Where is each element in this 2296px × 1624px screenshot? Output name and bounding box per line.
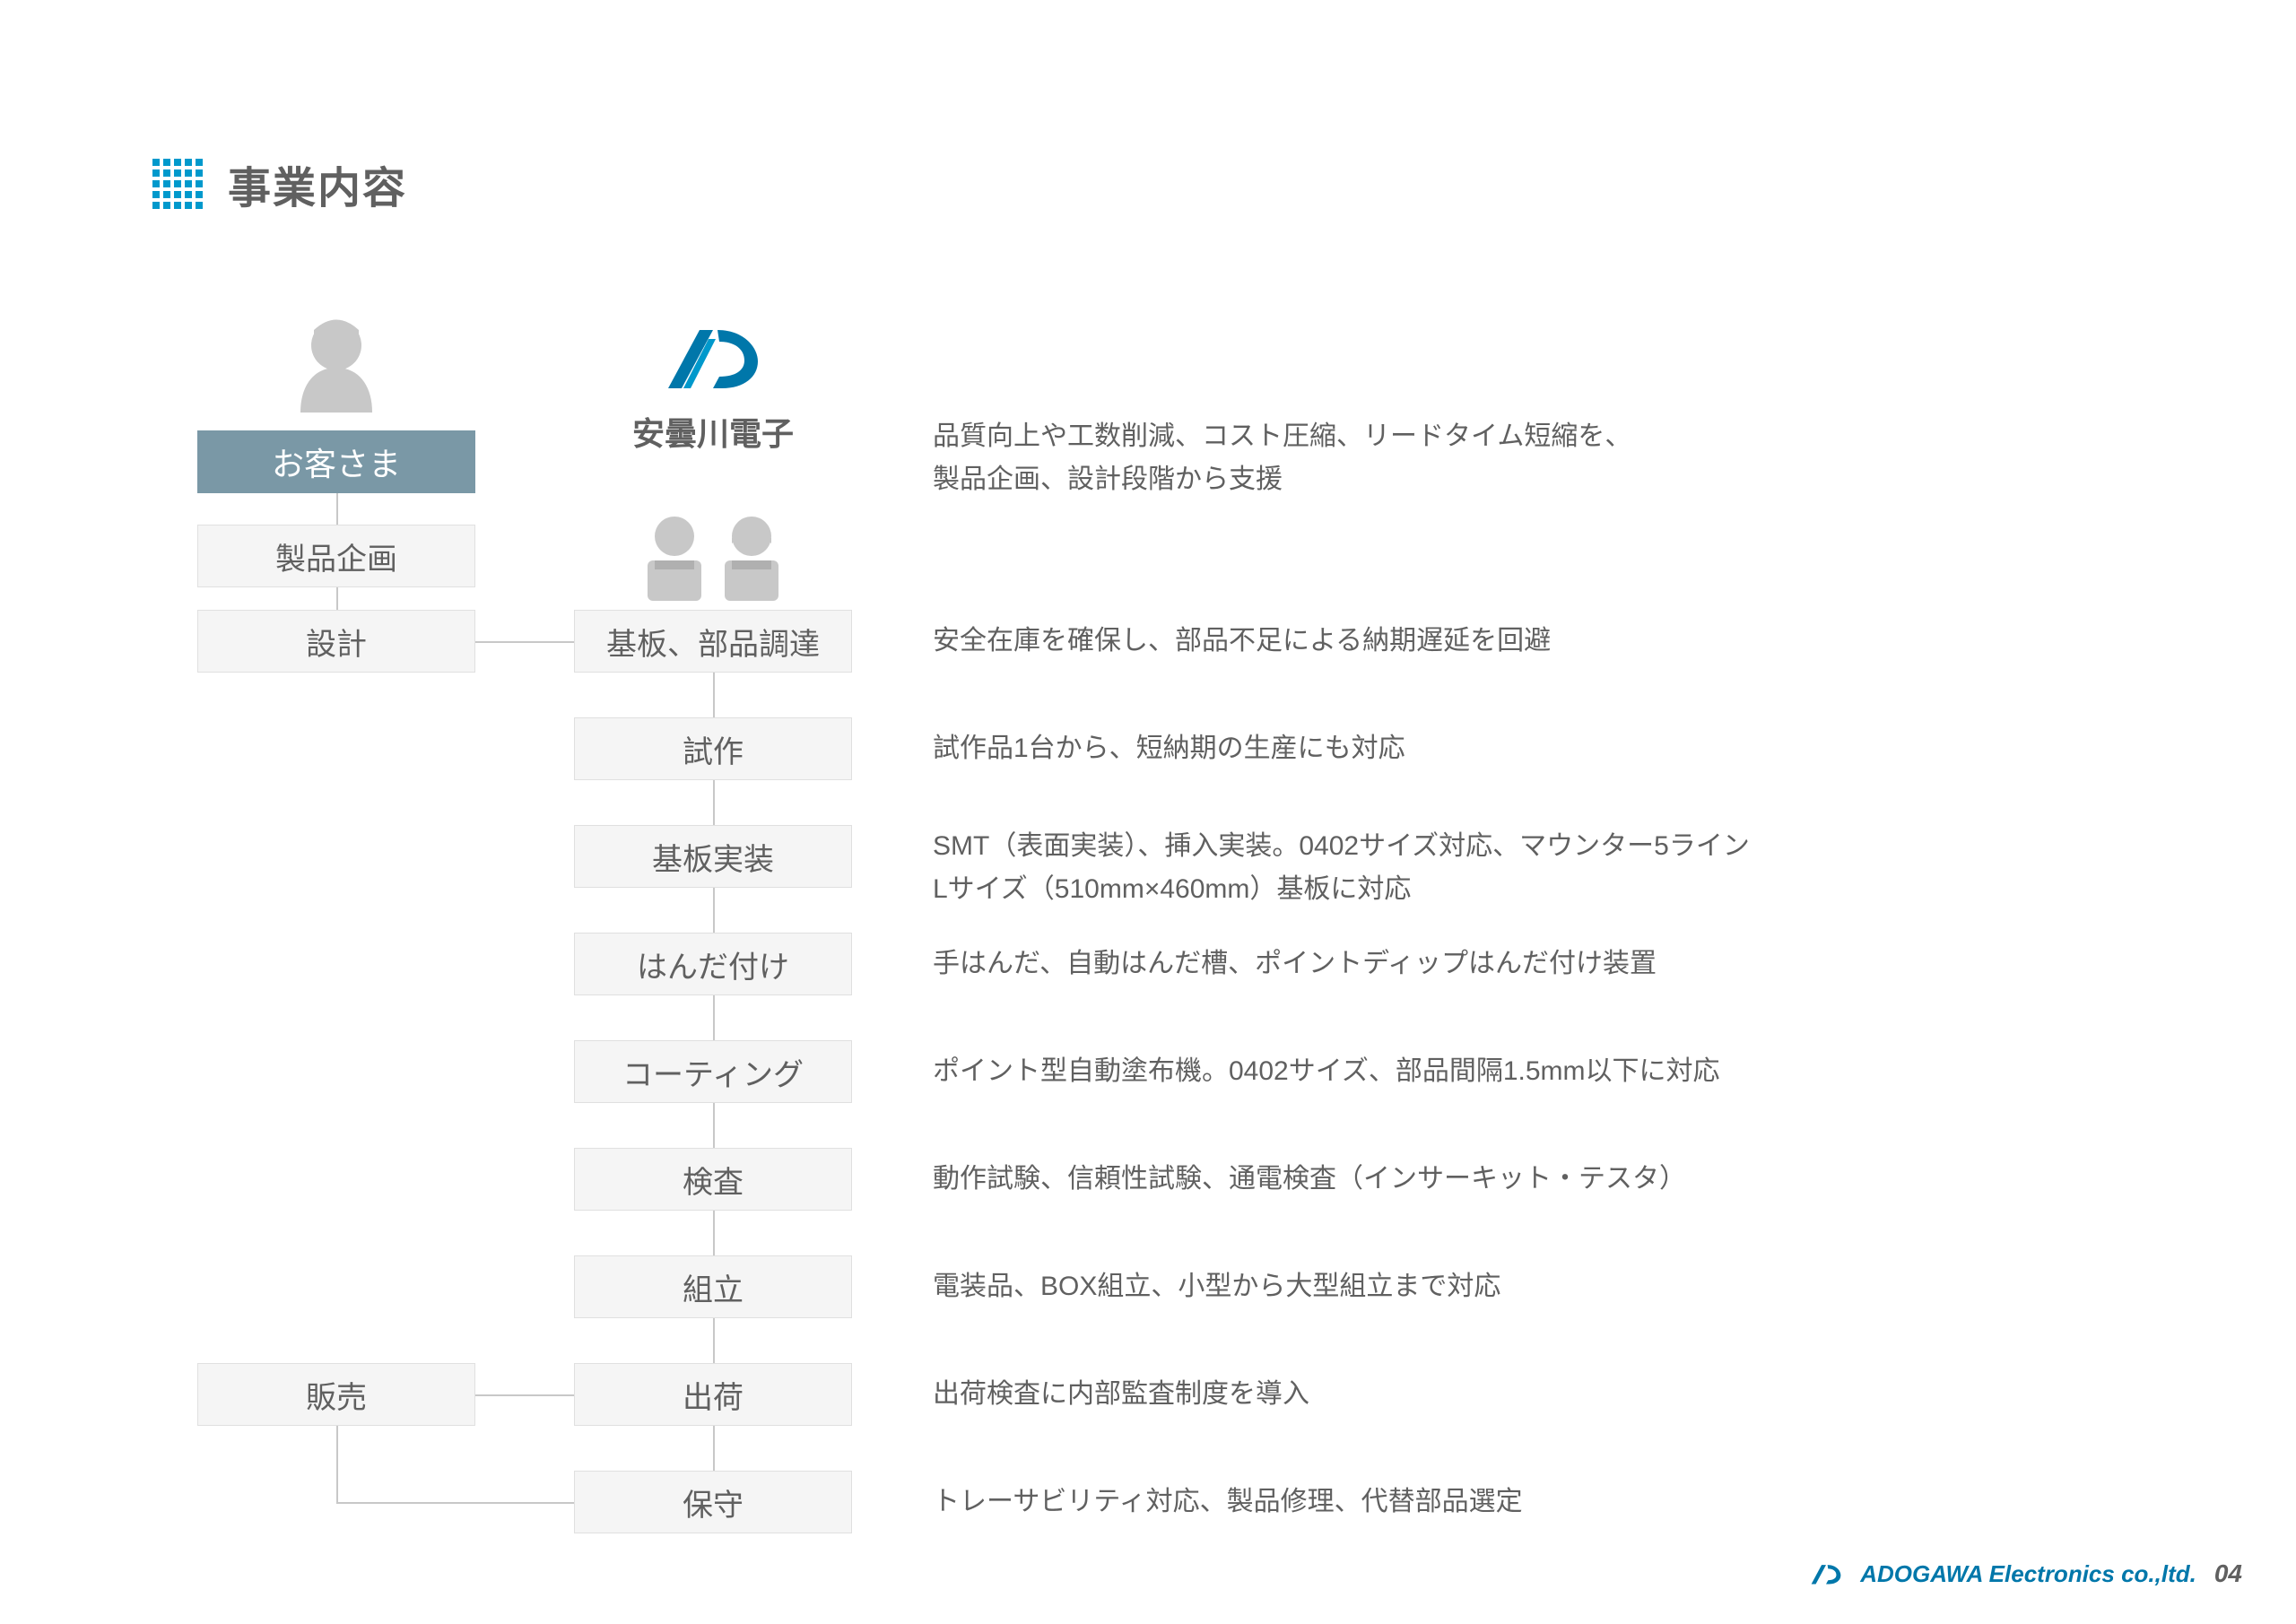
company-header: 安曇川電子: [574, 400, 852, 463]
footer-company: ADOGAWA Electronics co.,ltd.: [1860, 1560, 2196, 1588]
customer-icon: [197, 314, 475, 421]
step-description: 安全在庫を確保し、部品不足による納期遅延を回避: [933, 610, 2188, 673]
company-step: 組立: [574, 1255, 852, 1318]
customer-header: お客さま: [197, 430, 475, 493]
customer-box: 販売: [197, 1363, 475, 1426]
diagram: お客さま 安曇川電子 品質向上や工数削減、コスト圧縮、リードタイム短縮を、 製品…: [152, 314, 2144, 1569]
step-description: 出荷検査に内部監査制度を導入: [933, 1363, 2188, 1426]
step-description: ポイント型自動塗布機。0402サイズ、部品間隔1.5mm以下に対応: [933, 1040, 2188, 1103]
company-column: 安曇川電子: [574, 314, 852, 463]
company-step: 検査: [574, 1148, 852, 1211]
title-row: 事業内容: [152, 152, 2144, 215]
company-step: はんだ付け: [574, 933, 852, 995]
customer-box: 設計: [197, 610, 475, 673]
step-description: SMT（表面実装）、挿入実装。0402サイズ対応、マウンター5ライン Lサイズ（…: [933, 825, 2188, 911]
step-description: 動作試験、信頼性試験、通電検査（インサーキット・テスタ）: [933, 1148, 2188, 1211]
step-description: 手はんだ、自動はんだ槽、ポイントディップはんだ付け装置: [933, 933, 2188, 995]
company-step: 試作: [574, 717, 852, 780]
company-step: コーティング: [574, 1040, 852, 1103]
company-step: 基板、部品調達: [574, 610, 852, 673]
top-description: 品質向上や工数削減、コスト圧縮、リードタイム短縮を、 製品企画、設計段階から支援: [933, 415, 2188, 501]
step-description: 電装品、BOX組立、小型から大型組立まで対応: [933, 1255, 2188, 1318]
customer-column: お客さま: [197, 314, 475, 493]
page-title: 事業内容: [228, 152, 407, 215]
staff-icon: [574, 511, 852, 601]
footer-page: 04: [2214, 1559, 2242, 1588]
step-description: 試作品1台から、短納期の生産にも対応: [933, 717, 2188, 780]
company-step: 出荷: [574, 1363, 852, 1426]
dots-icon: [152, 159, 203, 209]
footer: ADOGAWA Electronics co.,ltd. 04: [1810, 1559, 2242, 1588]
company-logo-icon: [574, 314, 852, 393]
footer-logo-icon: [1810, 1561, 1842, 1586]
company-step: 保守: [574, 1471, 852, 1533]
step-description: トレーサビリティ対応、製品修理、代替部品選定: [933, 1471, 2188, 1533]
company-step: 基板実装: [574, 825, 852, 888]
customer-box: 製品企画: [197, 525, 475, 587]
